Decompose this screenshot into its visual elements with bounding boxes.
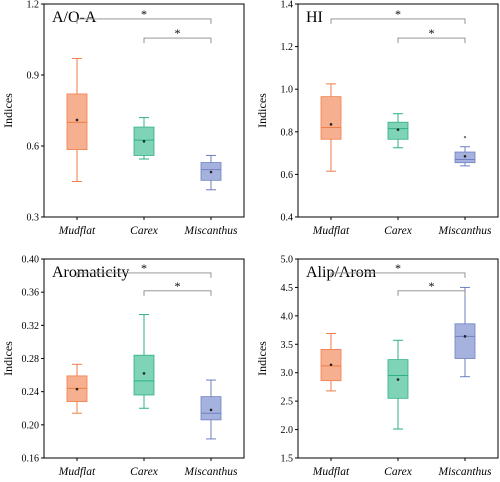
panel-2: HI 0.4 0.6 0.8 1.0 1.2 1.4 Indices Mudflat Carex M…: [255, 0, 499, 237]
y-tick-label: 0.6: [27, 142, 40, 153]
significance-star: *: [429, 26, 435, 40]
y-tick-label: 1.2: [281, 42, 294, 53]
box-carex: [387, 339, 409, 430]
box-miscanthus: [454, 286, 476, 378]
mean-marker: [209, 170, 213, 174]
y-axis-label: Indices: [255, 341, 269, 376]
mean-marker: [75, 387, 79, 391]
y-tick-label: 5.0: [281, 255, 294, 266]
box-miscanthus: [200, 379, 222, 440]
panel-title: A/O-A: [52, 9, 97, 26]
panel-4: Alip/Arom1.52.02.53.03.54.04.55.0Indices…: [255, 255, 499, 478]
mean-marker: [75, 118, 79, 122]
y-tick-label: 0.3: [27, 213, 40, 224]
y-tick-label: 0.16: [22, 454, 40, 465]
mean-marker: [329, 363, 333, 367]
panel-1: A/O-A 0.3 0.6 0.9 1.2 Indices Mudflat Carex Misc…: [1, 0, 245, 237]
y-tick-label: 2.5: [281, 397, 294, 408]
significance-star: *: [429, 279, 435, 293]
y-tick-label: 4.0: [281, 311, 294, 322]
y-tick-label: 1.2: [27, 0, 40, 11]
y-axis-label: Indices: [1, 93, 15, 128]
mean-marker: [396, 378, 400, 381]
box-carex: [133, 314, 155, 409]
mean-marker: [463, 335, 467, 338]
box-mudflat: [66, 57, 88, 182]
box-iqr: [320, 96, 342, 140]
box-miscanthus: [454, 146, 476, 167]
y-tick-label: 0.4: [281, 213, 294, 224]
box-carex: [133, 117, 155, 160]
box-iqr: [200, 396, 222, 421]
y-tick-label: 0.40: [22, 255, 40, 266]
y-tick-label: 2.0: [281, 425, 294, 436]
box-mudflat: [320, 83, 342, 172]
y-tick-label: 0.6: [281, 170, 294, 181]
y-axis-label: Indices: [255, 93, 269, 128]
significance-star: *: [175, 26, 181, 40]
y-tick-label: 0.28: [22, 354, 40, 365]
outlier-point: [463, 135, 467, 139]
x-category-label: Carex: [384, 466, 413, 478]
significance-bracket: [330, 18, 466, 24]
y-tick-label: 3.5: [281, 340, 294, 351]
significance-bracket: [330, 272, 466, 278]
box-carex: [387, 113, 409, 149]
box-iqr: [454, 323, 476, 359]
y-tick-label: 0.32: [22, 321, 40, 332]
mean-marker: [209, 408, 213, 412]
box-mudflat: [66, 363, 88, 414]
y-tick-label: 1.5: [281, 454, 294, 465]
significance-bracket: [143, 37, 212, 44]
y-tick-label: 0.8: [281, 127, 294, 138]
significance-star: *: [141, 7, 147, 21]
y-tick-label: 0.9: [27, 71, 40, 82]
significance-star: *: [141, 261, 147, 275]
y-tick-label: 4.5: [281, 283, 294, 294]
significance-bracket: [76, 18, 212, 24]
panel-title: HI: [306, 9, 323, 26]
x-category-label: Mudflat: [312, 225, 350, 237]
x-category-label: Mudflat: [58, 225, 96, 237]
y-axis-label: Indices: [1, 341, 15, 376]
y-tick-label: 0.20: [22, 420, 40, 431]
y-tick-label: 1.4: [281, 0, 294, 11]
significance-bracket: [76, 272, 212, 278]
box-mudflat: [320, 332, 342, 392]
mean-marker: [463, 154, 467, 158]
mean-marker: [142, 372, 146, 375]
box-iqr: [66, 93, 88, 150]
significance-bracket: [397, 37, 466, 44]
significance-star: *: [395, 261, 401, 275]
y-tick-label: 0.24: [22, 387, 40, 398]
significance-bracket: [397, 290, 466, 296]
x-category-label: Carex: [130, 466, 159, 478]
mean-marker: [329, 123, 333, 126]
box-miscanthus: [200, 154, 222, 191]
x-category-label: Miscanthus: [183, 225, 238, 237]
x-category-label: Mudflat: [58, 466, 96, 478]
significance-star: *: [175, 279, 181, 293]
significance-bracket: [143, 290, 212, 296]
y-tick-label: 1.0: [281, 85, 294, 96]
x-category-label: Mudflat: [312, 466, 350, 478]
y-tick-label: 3.0: [281, 368, 294, 379]
x-category-label: Carex: [130, 225, 159, 237]
x-category-label: Miscanthus: [437, 225, 492, 237]
y-tick-label: 0.36: [22, 288, 40, 299]
x-category-label: Miscanthus: [437, 466, 492, 478]
x-category-label: Miscanthus: [183, 466, 238, 478]
mean-marker: [396, 128, 400, 131]
significance-star: *: [395, 7, 401, 21]
panel-3: Aromaticity0.160.200.240.280.320.360.40I…: [1, 255, 245, 478]
mean-marker: [142, 139, 146, 143]
x-category-label: Carex: [384, 225, 413, 237]
box-iqr: [133, 354, 155, 396]
